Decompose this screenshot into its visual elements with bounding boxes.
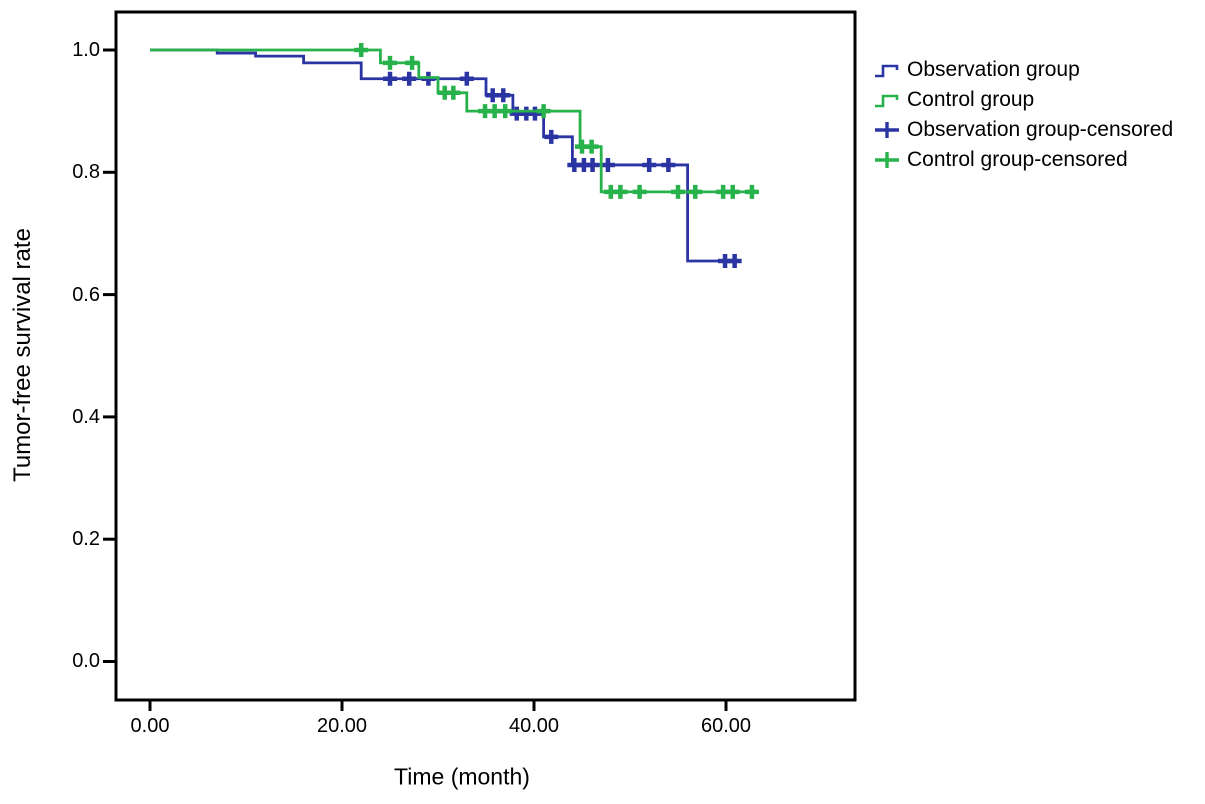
- observation-group-step-icon: [875, 64, 899, 78]
- y-tick-label: 0.6: [72, 284, 100, 306]
- y-tick-label: 0.0: [72, 650, 100, 672]
- y-tick-label: 0.8: [72, 161, 100, 183]
- legend-item-control-group: Control group: [874, 85, 1173, 115]
- y-axis-title: Tumor-free survival rate: [9, 228, 36, 482]
- legend-label: Control group: [907, 88, 1035, 111]
- x-axis-title: Time (month): [394, 763, 530, 790]
- legend: Observation group Control group Observat…: [874, 55, 1173, 175]
- legend-item-observation-group: Observation group: [874, 55, 1173, 85]
- x-tick-label: 0.00: [130, 715, 170, 737]
- y-tick-label: 1.0: [72, 39, 100, 61]
- legend-item-control-group-censored: Control group-censored: [874, 145, 1173, 175]
- y-tick-label: 0.4: [72, 406, 100, 428]
- legend-item-observation-group-censored: Observation group-censored: [874, 115, 1173, 145]
- x-tick-label: 60.00: [700, 715, 752, 737]
- x-tick-label: 20.00: [316, 715, 368, 737]
- y-tick-label: 0.2: [72, 528, 100, 550]
- observation-censored-plus-icon: [875, 122, 899, 138]
- legend-label: Observation group-censored: [907, 118, 1174, 141]
- legend-label: Control group-censored: [907, 148, 1128, 171]
- legend-label: Observation group: [907, 58, 1080, 81]
- x-tick-label: 40.00: [508, 715, 560, 737]
- control-censored-plus-icon: [875, 152, 899, 168]
- control-group-step-icon: [875, 94, 899, 108]
